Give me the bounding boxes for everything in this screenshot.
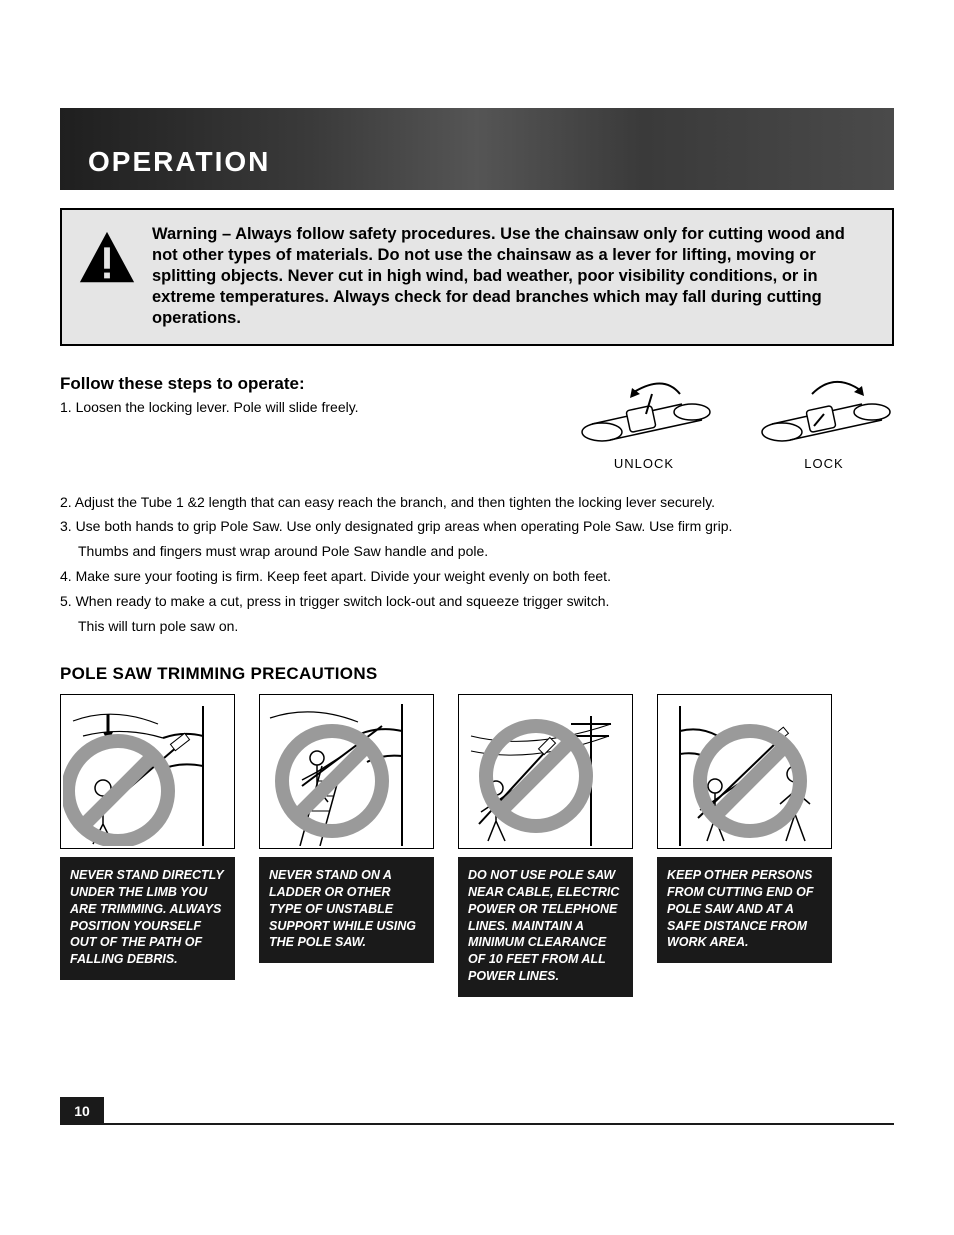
precaution-illustration-bystander bbox=[657, 694, 832, 849]
operate-row: Follow these steps to operate: 1. Loosen… bbox=[60, 374, 894, 471]
precaution-illustration-power-lines bbox=[458, 694, 633, 849]
precaution-caption: DO NOT USE POLE SAW NEAR CABLE, ELECTRIC… bbox=[458, 857, 633, 997]
precaution-card: NEVER STAND ON A LADDER OR OTHER TYPE OF… bbox=[259, 694, 434, 997]
unlock-figure: UNLOCK bbox=[574, 374, 714, 471]
section-title: OPERATION bbox=[88, 146, 270, 178]
precaution-card: DO NOT USE POLE SAW NEAR CABLE, ELECTRIC… bbox=[458, 694, 633, 997]
unlock-label: UNLOCK bbox=[574, 456, 714, 471]
warning-icon bbox=[76, 228, 138, 290]
operate-step-4: 4. Make sure your footing is firm. Keep … bbox=[60, 567, 894, 586]
operate-left: Follow these steps to operate: 1. Loosen… bbox=[60, 374, 574, 421]
section-header-band: OPERATION bbox=[60, 108, 894, 190]
precaution-card: KEEP OTHER PERSONS FROM CUTTING END OF P… bbox=[657, 694, 832, 997]
operate-step-3b: Thumbs and fingers must wrap around Pole… bbox=[60, 542, 894, 561]
precaution-caption: NEVER STAND DIRECTLY UNDER THE LIMB YOU … bbox=[60, 857, 235, 980]
operate-step-2: 2. Adjust the Tube 1 &2 length that can … bbox=[60, 493, 894, 512]
precaution-caption: KEEP OTHER PERSONS FROM CUTTING END OF P… bbox=[657, 857, 832, 963]
operate-step-1: 1. Loosen the locking lever. Pole will s… bbox=[60, 398, 554, 417]
operate-step-5b: This will turn pole saw on. bbox=[60, 617, 894, 636]
warning-box: Warning – Always follow safety procedure… bbox=[60, 208, 894, 346]
lock-figure: LOCK bbox=[754, 374, 894, 471]
unlock-illustration bbox=[574, 374, 714, 454]
lock-label: LOCK bbox=[754, 456, 894, 471]
operate-step-3: 3. Use both hands to grip Pole Saw. Use … bbox=[60, 517, 894, 536]
page: OPERATION Warning – Always follow safety… bbox=[0, 0, 954, 1235]
operate-step-5: 5. When ready to make a cut, press in tr… bbox=[60, 592, 894, 611]
page-number: 10 bbox=[60, 1097, 104, 1125]
precaution-illustration-under-limb bbox=[60, 694, 235, 849]
precautions-row: NEVER STAND DIRECTLY UNDER THE LIMB YOU … bbox=[60, 694, 894, 997]
warning-text: Warning – Always follow safety procedure… bbox=[152, 224, 874, 330]
lock-illustration bbox=[754, 374, 894, 454]
precaution-caption: NEVER STAND ON A LADDER OR OTHER TYPE OF… bbox=[259, 857, 434, 963]
lock-figures: UNLOCK LOCK bbox=[574, 374, 894, 471]
precaution-illustration-ladder bbox=[259, 694, 434, 849]
operate-heading: Follow these steps to operate: bbox=[60, 374, 554, 394]
precaution-card: NEVER STAND DIRECTLY UNDER THE LIMB YOU … bbox=[60, 694, 235, 997]
precautions-heading: POLE SAW TRIMMING PRECAUTIONS bbox=[60, 664, 894, 684]
footer-rule bbox=[60, 1123, 894, 1125]
operate-steps-continued: 2. Adjust the Tube 1 &2 length that can … bbox=[60, 493, 894, 636]
